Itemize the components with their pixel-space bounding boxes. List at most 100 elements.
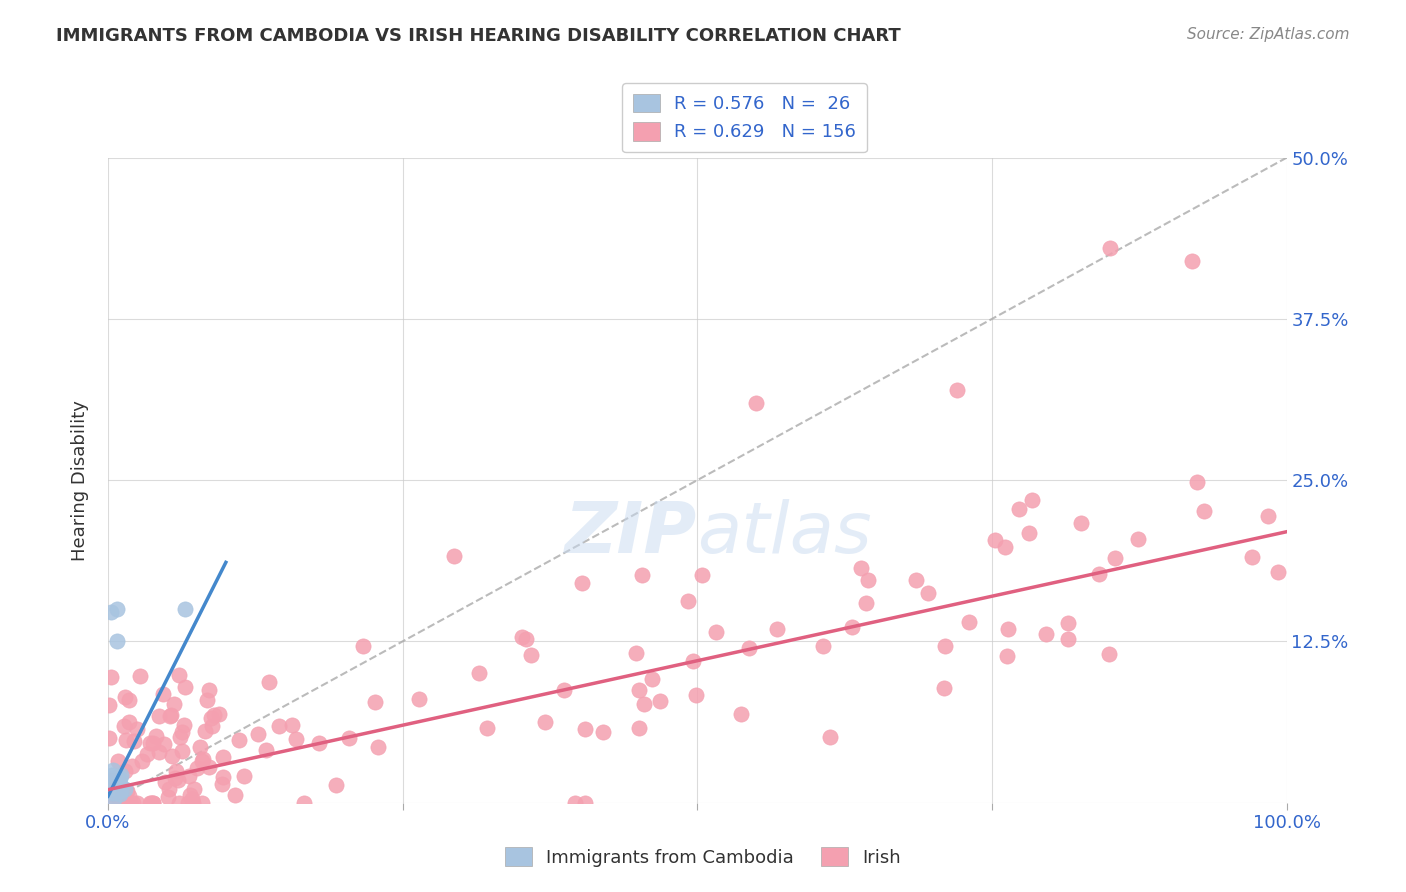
Point <box>177 769 200 783</box>
Point <box>170 725 193 739</box>
Point <box>198 683 221 698</box>
Point <box>520 648 543 662</box>
Point <box>153 737 176 751</box>
Point <box>114 764 136 778</box>
Point <box>159 708 181 723</box>
Point <box>195 692 218 706</box>
Point <box>167 796 190 810</box>
Point <box>127 796 149 810</box>
Point <box>254 743 277 757</box>
Point <box>766 622 789 636</box>
Point <box>233 769 256 783</box>
Point <box>640 673 662 687</box>
Point <box>997 623 1019 637</box>
Point <box>112 719 135 733</box>
Legend: R = 0.576   N =  26, R = 0.629   N = 156: R = 0.576 N = 26, R = 0.629 N = 156 <box>621 83 868 153</box>
Point <box>1018 526 1040 541</box>
Point <box>325 778 347 792</box>
Point <box>648 694 671 708</box>
Point <box>200 711 222 725</box>
Point <box>1088 566 1111 581</box>
Point <box>177 796 200 810</box>
Point <box>468 665 491 680</box>
Point <box>157 781 180 796</box>
Point <box>167 773 190 788</box>
Point <box>1241 549 1264 564</box>
Point <box>97 698 120 713</box>
Point <box>186 761 208 775</box>
Point <box>308 736 330 750</box>
Point <box>292 796 315 810</box>
Point <box>165 771 187 785</box>
Point <box>142 796 165 810</box>
Point <box>1056 615 1078 630</box>
Point <box>121 759 143 773</box>
Point <box>115 796 138 810</box>
Point <box>198 760 221 774</box>
Point <box>246 727 269 741</box>
Point <box>101 763 124 777</box>
Point <box>849 561 872 575</box>
Point <box>1035 626 1057 640</box>
Point <box>169 730 191 744</box>
Point <box>628 682 651 697</box>
Point <box>811 639 834 653</box>
Point <box>1104 551 1126 566</box>
Point <box>139 736 162 750</box>
Point <box>141 796 163 810</box>
Point <box>110 771 132 785</box>
Text: IMMIGRANTS FROM CAMBODIA VS IRISH HEARING DISABILITY CORRELATION CHART: IMMIGRANTS FROM CAMBODIA VS IRISH HEARIN… <box>56 27 901 45</box>
Point <box>114 781 136 796</box>
Point <box>515 632 537 646</box>
Point <box>101 772 124 787</box>
Point <box>193 723 215 738</box>
Point <box>193 752 215 766</box>
Point <box>100 670 122 684</box>
Point <box>367 740 389 755</box>
Point <box>115 784 138 798</box>
Point <box>100 777 122 791</box>
Point <box>98 731 121 745</box>
Point <box>443 549 465 563</box>
Point <box>904 573 927 587</box>
Point <box>945 383 967 397</box>
Point <box>571 576 593 591</box>
Point <box>685 688 707 702</box>
Point <box>136 747 159 762</box>
Point <box>114 733 136 747</box>
Point <box>103 796 125 810</box>
Point <box>118 692 141 706</box>
Point <box>103 782 125 797</box>
Point <box>934 640 956 654</box>
Point <box>104 771 127 785</box>
Point <box>574 796 596 810</box>
Point <box>202 708 225 723</box>
Point <box>208 706 231 721</box>
Point <box>682 654 704 668</box>
Point <box>631 568 654 582</box>
Point <box>190 754 212 768</box>
Point <box>934 681 956 696</box>
Point <box>145 729 167 743</box>
Point <box>110 779 132 793</box>
Point <box>122 734 145 748</box>
Point <box>160 708 183 723</box>
Point <box>105 784 128 798</box>
Point <box>98 776 121 790</box>
Point <box>142 796 165 810</box>
Point <box>139 796 162 810</box>
Point <box>100 605 122 619</box>
Point <box>110 767 132 781</box>
Point <box>162 697 184 711</box>
Point <box>983 533 1005 547</box>
Point <box>112 796 135 810</box>
Point <box>626 646 648 660</box>
Point <box>100 779 122 793</box>
Point <box>148 745 170 759</box>
Point <box>1181 253 1204 268</box>
Point <box>152 687 174 701</box>
Text: atlas: atlas <box>697 500 872 568</box>
Point <box>224 788 246 802</box>
Point <box>107 754 129 768</box>
Point <box>994 540 1017 554</box>
